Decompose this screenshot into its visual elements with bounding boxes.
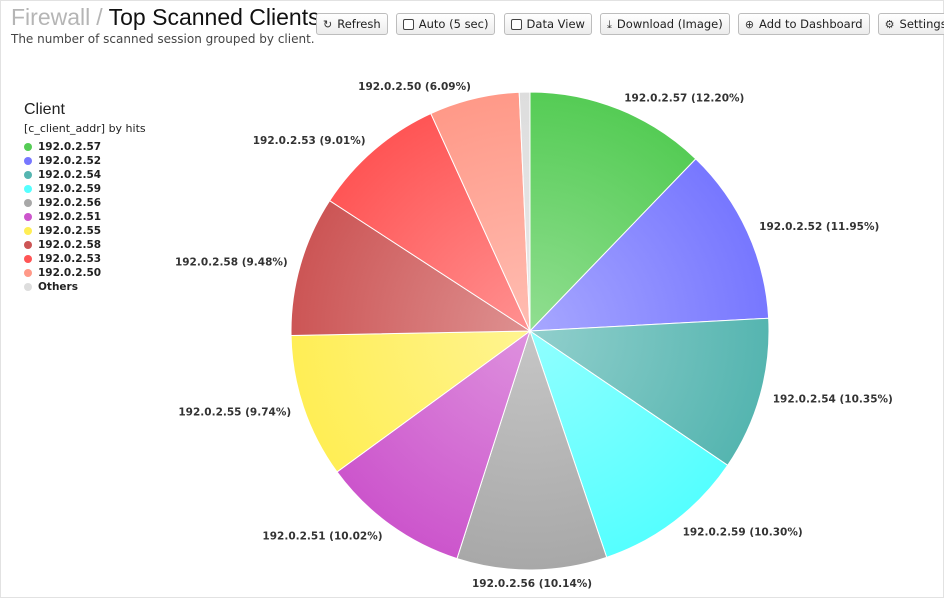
legend-swatch [24,213,32,221]
legend-swatch [24,143,32,151]
slice-label: 192.0.2.52 (11.95%) [759,221,879,233]
legend-items: 192.0.2.57 192.0.2.52 192.0.2.54 192.0.2.59… [24,140,146,294]
legend-swatch [24,283,32,291]
legend-label: 192.0.2.53 [38,253,102,265]
legend-swatch [24,157,32,165]
pie-slice-192-0-2-54[interactable] [528,317,770,467]
pie-slice-192-0-2-57[interactable] [529,91,697,333]
refresh-button[interactable]: ↻ Refresh [316,13,388,35]
slice-label: 192.0.2.53 (9.01%) [253,135,366,147]
legend-item[interactable]: 192.0.2.52 [24,154,146,168]
legend-title: Client [24,101,65,118]
pie-slice-192-0-2-52[interactable] [528,158,770,332]
slice-label: 192.0.2.59 (10.30%) [683,527,803,539]
chart-legend: Client [c_client_addr] by hits 192.0.2.5… [24,101,146,294]
slice-label: 192.0.2.50 (6.09%) [358,81,471,93]
legend-swatch [24,171,32,179]
data-view-toggle[interactable]: Data View [503,13,592,35]
data-view-checkbox[interactable] [510,18,522,30]
title-row: Firewall / Top Scanned Clients [11,3,320,31]
legend-label: 192.0.2.58 [38,239,102,251]
pie-slices [290,91,770,571]
slice-label: 192.0.2.54 (10.35%) [773,394,893,406]
legend-swatch [24,185,32,193]
legend-item[interactable]: 192.0.2.54 [24,168,146,182]
slice-label: 192.0.2.51 (10.02%) [262,530,382,542]
download-image-button[interactable]: ⤓ Download (Image) [600,13,730,35]
breadcrumb-separator: / [96,4,103,30]
slice-label: 192.0.2.55 (9.74%) [178,406,291,418]
legend-item[interactable]: 192.0.2.58 [24,238,146,252]
auto-refresh-toggle[interactable]: Auto (5 sec) [395,13,496,35]
legend-item[interactable]: 192.0.2.51 [24,210,146,224]
legend-subtitle: [c_client_addr] by hits [24,122,146,135]
add-dashboard-label: Add to Dashboard [759,17,863,31]
gear-icon: ⚙ [884,17,895,31]
download-label: Download (Image) [616,17,723,31]
legend-item[interactable]: 192.0.2.56 [24,196,146,210]
legend-label: 192.0.2.52 [38,155,102,167]
plus-circle-icon: ⊕ [744,17,755,31]
slice-label: 192.0.2.58 (9.48%) [175,257,288,269]
slice-label: 192.0.2.57 (12.20%) [624,92,744,104]
legend-item[interactable]: Others [24,280,146,294]
download-icon: ⤓ [607,17,612,31]
page-title: Top Scanned Clients [108,4,320,30]
legend-item[interactable]: 192.0.2.50 [24,266,146,280]
pie-slice-192-0-2-51[interactable] [336,329,531,560]
refresh-icon: ↻ [323,17,333,31]
auto-checkbox[interactable] [402,18,414,30]
legend-item[interactable]: 192.0.2.57 [24,140,146,154]
legend-item[interactable]: 192.0.2.59 [24,182,146,196]
legend-item[interactable]: 192.0.2.53 [24,252,146,266]
legend-swatch [24,255,32,263]
legend-label: 192.0.2.56 [38,197,102,209]
legend-label: 192.0.2.51 [38,211,102,223]
legend-item[interactable]: 192.0.2.55 [24,224,146,238]
add-to-dashboard-button[interactable]: ⊕ Add to Dashboard [737,13,870,35]
pie-slice-192-0-2-58[interactable] [290,199,532,337]
pie-slice-192-0-2-53[interactable] [328,112,532,333]
legend-label: 192.0.2.59 [38,183,102,195]
legend-label: Others [38,281,78,293]
legend-label: 192.0.2.57 [38,141,102,153]
pie-labels: 192.0.2.57 (12.20%) 192.0.2.52 (11.95%) 19… [175,81,893,590]
page-subtitle: The number of scanned session grouped by… [11,32,315,46]
pie-slice-192-0-2-56[interactable] [456,329,608,571]
legend-swatch [24,241,32,249]
legend-swatch [24,199,32,207]
page-header: Firewall / Top Scanned Clients The number … [11,3,320,46]
pie-slice-192-0-2-55[interactable] [290,330,532,473]
breadcrumb-firewall[interactable]: Firewall [11,4,91,30]
legend-swatch [24,227,32,235]
auto-label: Auto (5 sec) [418,17,489,31]
slice-label: 192.0.2.56 (10.14%) [472,578,592,590]
refresh-label: Refresh [337,17,381,31]
legend-label: 192.0.2.54 [38,169,102,181]
settings-button[interactable]: ⚙ Settings [877,13,944,35]
toolbar: ↻ Refresh Auto (5 sec) Data View ⤓ Downl… [316,13,944,37]
legend-label: 192.0.2.55 [38,225,102,237]
data-view-label: Data View [526,17,585,31]
pie-slice-192-0-2-59[interactable] [529,329,729,558]
legend-label: 192.0.2.50 [38,267,102,279]
legend-swatch [24,269,32,277]
settings-label: Settings [899,17,944,31]
pie-slice-others[interactable] [518,91,531,332]
